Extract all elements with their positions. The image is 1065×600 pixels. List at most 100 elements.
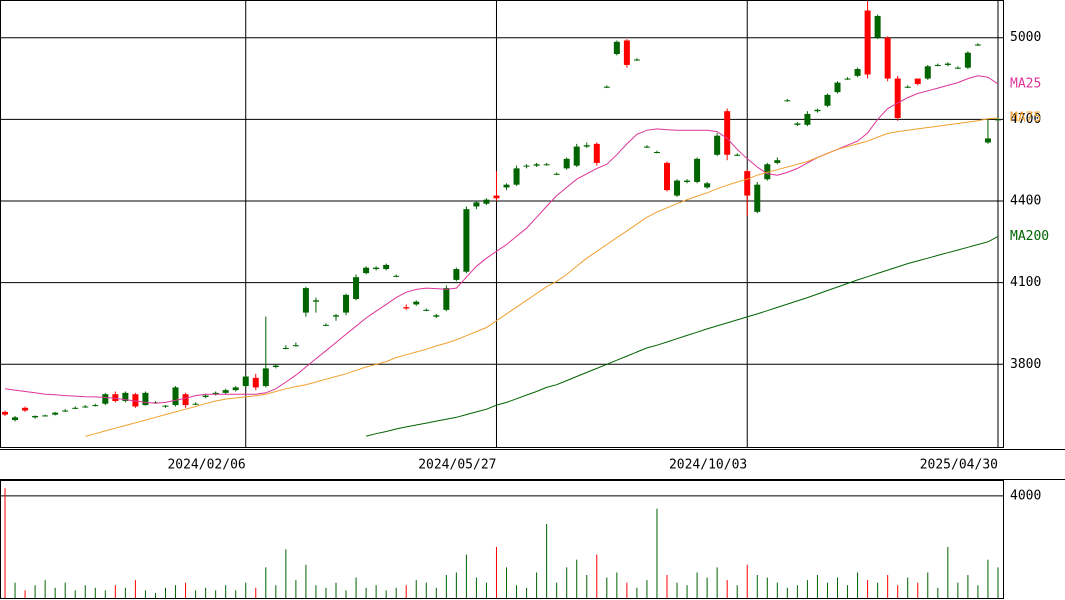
candle-body: [142, 392, 149, 406]
volume-bar: [495, 546, 497, 598]
ma-line: [85, 117, 999, 437]
x-tick-label: 2024/02/06: [167, 458, 245, 473]
candle-body: [453, 269, 460, 280]
y-tick-label: 3800: [1010, 357, 1041, 372]
volume-bar: [74, 590, 76, 598]
candle-body: [483, 199, 490, 204]
volume-bar: [44, 580, 46, 598]
candle-body: [744, 171, 751, 196]
candle-body: [493, 195, 500, 199]
volume-bar: [225, 585, 227, 598]
candle-body: [754, 184, 761, 212]
y-tick-label: 4100: [1010, 275, 1041, 290]
candle-body: [834, 82, 841, 93]
candle-body: [473, 202, 480, 207]
candle-body: [563, 158, 570, 169]
volume-bar: [826, 582, 828, 598]
x-tick-label: 2024/10/03: [669, 458, 747, 473]
candle-body: [523, 165, 530, 167]
volume-bar: [445, 575, 447, 598]
volume-bar: [195, 590, 197, 598]
candle-body: [302, 288, 309, 313]
candle-body: [623, 40, 630, 65]
volume-bar: [626, 582, 628, 598]
candle-body: [944, 63, 951, 65]
volume-bar: [355, 577, 357, 598]
volume-bar: [857, 572, 859, 598]
volume-bar: [124, 587, 126, 598]
volume-bar: [756, 575, 758, 598]
volume-bar: [185, 582, 187, 598]
volume-bar: [616, 572, 618, 598]
x-tick-label: 2024/05/27: [418, 458, 496, 473]
candle-body: [222, 390, 229, 393]
volume-bar: [937, 587, 939, 598]
volume-bar: [24, 590, 26, 598]
candle-body: [82, 406, 89, 408]
volume-bar: [977, 585, 979, 598]
ma-line: [4, 75, 999, 404]
volume-bar: [666, 575, 668, 598]
volume-bar: [305, 564, 307, 598]
volume-bar: [656, 508, 658, 598]
volume-bar: [897, 585, 899, 598]
candle-body: [202, 395, 209, 397]
volume-bar: [536, 572, 538, 598]
candle-body: [844, 78, 851, 80]
candle-body: [413, 301, 420, 305]
volume-bar: [205, 587, 207, 598]
volume-bar: [696, 572, 698, 598]
y-tick-label: 5000: [1010, 30, 1041, 45]
candle-body: [714, 135, 721, 155]
candle-body: [573, 146, 580, 166]
candle-body: [252, 377, 259, 388]
volume-bar: [606, 577, 608, 598]
volume-bar: [837, 577, 839, 598]
volume-bar: [726, 580, 728, 598]
volume-bar: [806, 580, 808, 598]
volume-bar: [144, 590, 146, 598]
volume-bar: [164, 587, 166, 598]
volume-bar: [395, 587, 397, 598]
candle-body: [182, 394, 189, 406]
candle-body: [593, 143, 600, 163]
candle-body: [874, 15, 881, 38]
candle-body: [774, 160, 781, 163]
volume-bar: [646, 580, 648, 598]
volume-bar: [867, 580, 869, 598]
volume-bar: [546, 523, 548, 598]
candle-body: [172, 387, 179, 406]
candle-body: [613, 41, 620, 55]
volume-bar: [887, 575, 889, 598]
candle-body: [864, 10, 871, 75]
candle-body: [513, 168, 520, 185]
volume-bar: [516, 585, 518, 598]
volume-bar: [84, 585, 86, 598]
candle-body: [934, 64, 941, 66]
legend-label: MA75: [1010, 111, 1041, 126]
candle-body: [272, 365, 279, 367]
volume-bar: [415, 580, 417, 598]
candle-body: [804, 113, 811, 125]
volume-bar: [917, 582, 919, 598]
candle-body: [904, 86, 911, 88]
candle-body: [393, 275, 400, 277]
volume-bar: [907, 577, 909, 598]
volume-bar: [315, 585, 317, 598]
y-tick-label: 4700: [1010, 112, 1041, 127]
candle-body: [984, 138, 991, 143]
candle-body: [42, 415, 49, 417]
candle-body: [343, 294, 350, 313]
candle-body: [653, 152, 660, 154]
volume-bar: [506, 567, 508, 598]
volume-panel: [0, 480, 1004, 599]
candle-body: [373, 267, 380, 270]
candle-body: [262, 368, 269, 387]
volume-bar: [816, 575, 818, 598]
volume-bar: [997, 567, 999, 598]
volume-bar: [255, 587, 257, 598]
candle-body: [353, 277, 360, 299]
volume-bar: [345, 590, 347, 598]
volume-bar: [786, 587, 788, 598]
candle-body: [383, 264, 390, 270]
